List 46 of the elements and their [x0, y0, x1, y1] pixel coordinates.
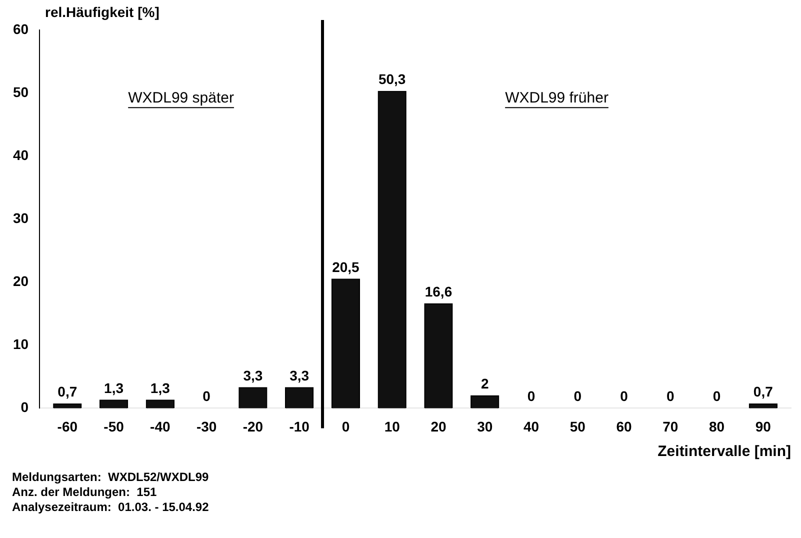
y-tick-label: 60: [12, 20, 29, 37]
x-axis-title: Zeitintervalle [min]: [658, 443, 792, 460]
text: Anz. der Meldungen: 151: [12, 485, 158, 500]
text: Analysezeitraum: 01.03. - 15.04.92: [12, 500, 209, 515]
data-label: 0,7: [753, 384, 774, 400]
x-tick-label: 80: [708, 418, 725, 434]
data-label: 0,7: [58, 384, 78, 400]
data-label: 0: [712, 388, 721, 404]
y-tick-label: 50: [12, 84, 29, 100]
data-label: 3,3: [290, 367, 310, 384]
x-tick-label: -50: [104, 418, 124, 434]
data-label: 0: [666, 388, 674, 404]
x-tick-label: 50: [570, 418, 586, 434]
y-tick-label: 40: [12, 146, 29, 163]
y-tick-label: 20: [12, 272, 29, 289]
x-tick-label: 60: [616, 418, 632, 434]
data-label: 0: [202, 388, 211, 404]
data-label: 50,3: [378, 71, 406, 87]
x-tick-label: -40: [150, 418, 171, 434]
data-label: 20,5: [332, 258, 360, 275]
x-tick-label: 10: [384, 418, 400, 434]
annotation: WXDL99 später: [128, 89, 234, 106]
annotation: WXDL99 früher: [505, 89, 608, 106]
x-tick-label: 0: [342, 418, 350, 434]
data-label: 1,3: [104, 380, 124, 396]
x-tick-label: 40: [523, 418, 540, 434]
x-tick-label: 30: [477, 418, 493, 434]
y-tick-label: 30: [12, 210, 29, 226]
data-label: 0: [620, 388, 628, 404]
y-tick-label: 10: [12, 336, 29, 352]
x-tick-label: -30: [196, 418, 217, 434]
data-label: 16,6: [424, 283, 452, 300]
data-label: 2: [480, 375, 489, 392]
y-axis-title: rel.Häufigkeit [%]: [45, 4, 160, 20]
x-tick-label: -60: [57, 418, 78, 434]
data-label: 3,3: [243, 367, 263, 384]
y-tick-label: 0: [20, 399, 29, 416]
data-label: 0: [574, 388, 582, 404]
data-label: 1,3: [150, 380, 170, 396]
x-tick-label: -20: [242, 418, 264, 434]
x-tick-label: 20: [430, 418, 446, 434]
x-tick-label: -10: [289, 418, 310, 434]
x-tick-label: 70: [662, 418, 678, 434]
data-label: 0: [527, 388, 536, 404]
text: Meldungsarten: WXDL52/WXDL99: [12, 470, 209, 485]
x-tick-label: 90: [755, 418, 772, 434]
